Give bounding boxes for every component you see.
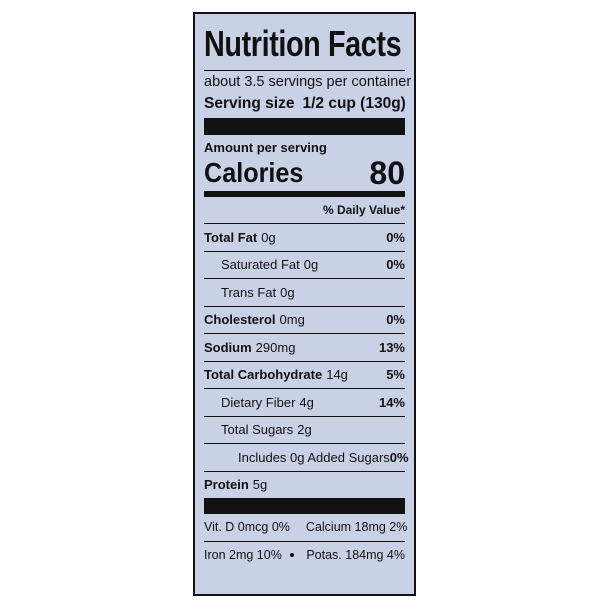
- vitamin-row: Iron 2mg 10% Potas. 184mg 4%: [204, 540, 405, 569]
- servings: about 3.5 servings per container: [204, 74, 412, 90]
- nutrient-amount: 290mg: [255, 339, 296, 355]
- medium-bar: [204, 191, 405, 197]
- nutrient-row: Protein 5g: [204, 470, 405, 499]
- nutrient-amount: 0g: [261, 229, 276, 245]
- nutrient-amount: 2g: [297, 422, 312, 438]
- nutrient-amount: 4g: [299, 394, 314, 410]
- nutrient-rows: Total Fat 0g 0% Saturated Fat 0g 0% Trans Fat 0…: [204, 223, 409, 499]
- calories-label: Calories: [204, 157, 304, 188]
- nutrient-name: Total Sugars: [221, 422, 294, 438]
- nutrient-name: Dietary Fiber: [221, 394, 296, 410]
- nutrient-amount: 5g: [252, 477, 268, 493]
- calories-value: 80: [369, 154, 405, 191]
- nutrient-row: Includes 0g Added Sugars 0%: [204, 443, 409, 471]
- nutrient-row: Total Sugars 2g: [204, 415, 405, 444]
- vitamin-rows: Vit. D 0mcg 0% Calcium 18mg 2% Iron 2mg 10…: [204, 514, 408, 569]
- amount-per-serving: Amount per serving: [204, 140, 327, 155]
- nutrient-row: Sodium 290mg 13%: [204, 333, 405, 361]
- serving-size-label: Serving size: [204, 95, 295, 112]
- nutrient-name: Total Fat: [204, 229, 258, 245]
- vitamin: Vit. D 0mcg 0%: [204, 520, 290, 535]
- nutrient-amount: 0g: [303, 257, 319, 273]
- nutrient-name: Trans Fat: [221, 284, 277, 300]
- serving-size: Serving size 1/2 cup (130g): [204, 93, 406, 115]
- nutrient-amount: 14g: [326, 367, 348, 383]
- vitamin: Iron 2mg 10%: [204, 547, 282, 562]
- nutrient-row: Trans Fat 0g: [204, 278, 405, 306]
- nutrient-name: Saturated Fat: [221, 257, 300, 273]
- nutrient-row: Total Carbohydrate 14g 5%: [204, 360, 405, 389]
- nutrient-dv: 5%: [386, 367, 405, 383]
- vitamin-row: Vit. D 0mcg 0% Calcium 18mg 2%: [204, 514, 408, 541]
- calories: Calories 80: [204, 155, 405, 191]
- nutrient-name: Protein: [204, 477, 249, 493]
- nutrient-name: Cholesterol: [204, 312, 276, 328]
- nutrient-name: Total Carbohydrate: [204, 367, 323, 383]
- nutrient-dv: 0%: [389, 449, 409, 465]
- nutrient-row: Dietary Fiber 4g 14%: [204, 388, 405, 416]
- nutrient-dv: 0%: [386, 312, 405, 328]
- nutrition-label: Nutrition Facts about 3.5 servings per c…: [193, 12, 416, 596]
- bullet: [289, 552, 294, 557]
- nutrient-name: Sodium: [204, 339, 252, 355]
- nutrient-dv: 0%: [386, 257, 405, 273]
- vitamin: Calcium 18mg 2%: [305, 520, 408, 535]
- nutrient-amount: 0g: [280, 284, 295, 300]
- serving-size-value: 1/2 cup (130g): [302, 95, 406, 112]
- dv-header: % Daily Value*: [322, 203, 405, 217]
- nutrient-row: Total Fat 0g 0%: [204, 223, 405, 251]
- nutrient-row: Cholesterol 0mg 0%: [204, 305, 405, 334]
- nutrient-name: Includes 0g Added Sugars: [238, 449, 390, 465]
- nutrient-amount: 0mg: [279, 312, 305, 328]
- nutrient-dv: 14%: [378, 394, 405, 410]
- nutrient-row: Saturated Fat 0g 0%: [204, 250, 405, 279]
- title: Nutrition Facts: [204, 23, 402, 64]
- thick-bar: [204, 498, 405, 514]
- nutrient-dv: 0%: [386, 229, 405, 245]
- vitamin: Potas. 184mg 4%: [306, 547, 405, 562]
- nutrient-dv: 13%: [378, 339, 405, 355]
- thick-bar: [204, 118, 405, 135]
- rule: [204, 70, 405, 71]
